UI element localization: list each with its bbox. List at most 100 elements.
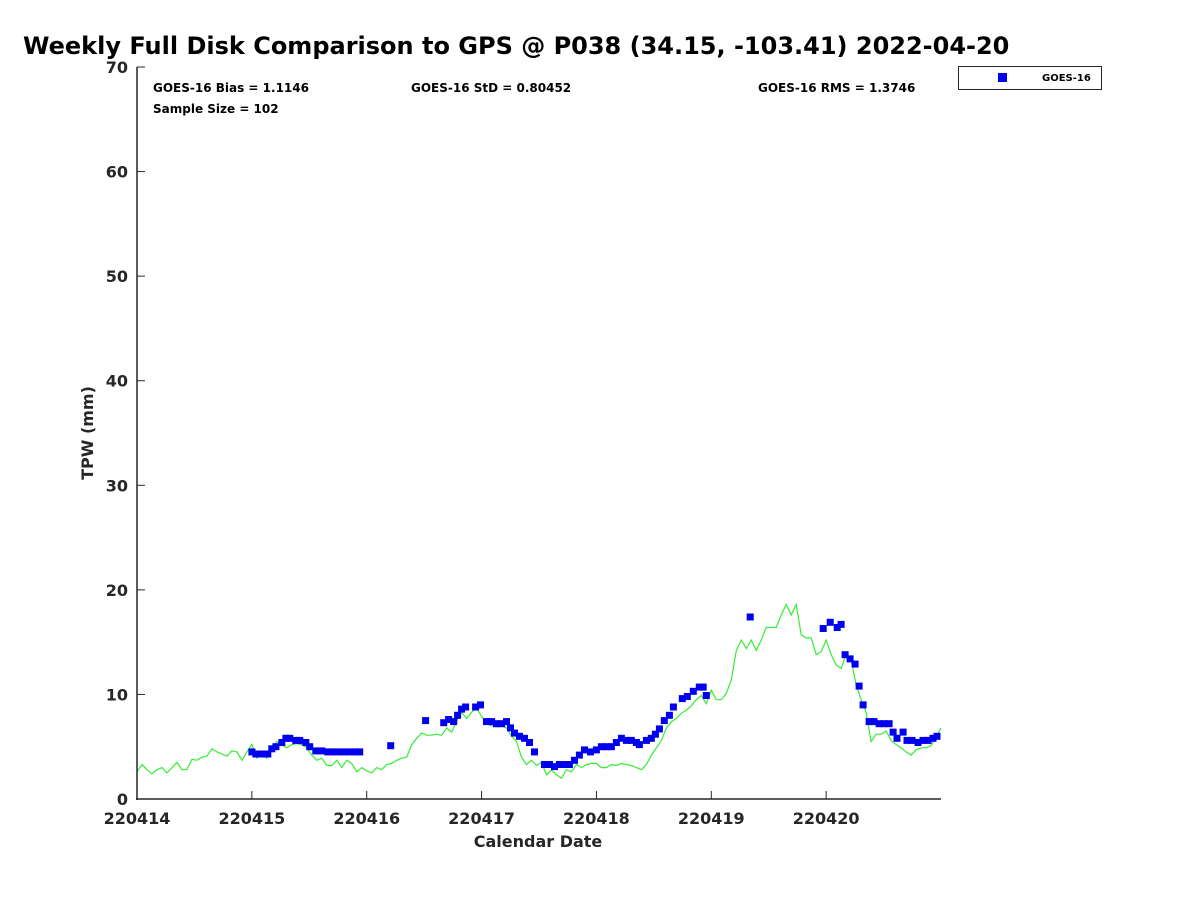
x-axis-label: Calendar Date xyxy=(474,832,603,851)
goes-point xyxy=(855,682,863,690)
goes-point xyxy=(256,750,264,758)
y-tick-label: 10 xyxy=(106,685,128,704)
goes-point xyxy=(296,736,304,744)
stat-sample-size: Sample Size = 102 xyxy=(153,102,279,116)
goes-point xyxy=(328,748,336,756)
x-tick-label: 220416 xyxy=(333,809,400,828)
goes-point xyxy=(458,705,466,713)
y-tick-label: 40 xyxy=(106,372,128,391)
goes-point xyxy=(306,743,314,751)
x-tick-label: 220420 xyxy=(793,809,860,828)
x-tick-label: 220417 xyxy=(448,809,515,828)
goes-point xyxy=(302,739,310,746)
goes-point xyxy=(507,724,514,732)
goes-point xyxy=(669,703,677,711)
y-tick-label: 20 xyxy=(106,581,128,600)
goes-point xyxy=(851,660,859,668)
goes-point xyxy=(387,742,395,750)
goes-point xyxy=(445,716,453,723)
goes-point xyxy=(607,743,615,751)
y-axis-label: TPW (mm) xyxy=(78,386,97,480)
goes-point xyxy=(695,683,703,691)
goes-point xyxy=(292,736,300,744)
goes-point xyxy=(635,741,643,749)
goes-point xyxy=(651,730,659,738)
y-tick-label: 50 xyxy=(106,267,128,286)
goes-point xyxy=(264,750,272,758)
goes-point xyxy=(903,736,911,744)
goes-point xyxy=(324,748,332,756)
goes-point xyxy=(837,620,845,628)
goes-point xyxy=(746,613,754,621)
goes-point xyxy=(334,748,342,756)
x-tick-label: 220414 xyxy=(104,809,171,828)
y-tick-label: 70 xyxy=(106,58,128,77)
goes-point xyxy=(248,748,256,756)
goes-point xyxy=(665,711,673,719)
goes-point xyxy=(929,734,937,742)
legend: GOES-16 xyxy=(958,66,1102,90)
goes-point xyxy=(655,725,663,733)
goes-point xyxy=(488,718,496,726)
goes-point xyxy=(422,717,430,725)
goes-point xyxy=(555,761,563,768)
goes-point xyxy=(647,734,655,742)
goes-point xyxy=(880,720,888,728)
goes-point xyxy=(622,736,630,744)
plot-area xyxy=(137,67,941,799)
goes-point xyxy=(531,748,538,756)
goes-point xyxy=(919,736,927,744)
goes-point xyxy=(841,651,849,659)
goes-point xyxy=(702,692,710,699)
goes-point xyxy=(521,734,528,742)
goes-point xyxy=(454,711,462,719)
goes-point xyxy=(278,739,286,746)
goes-point xyxy=(865,718,873,726)
legend-box xyxy=(958,66,1102,90)
goes-point xyxy=(340,748,348,756)
goes-point xyxy=(846,655,854,663)
goes-point xyxy=(483,718,490,726)
goes-point xyxy=(318,747,326,755)
goes-point xyxy=(477,701,484,709)
goes-point xyxy=(493,720,500,728)
goes-point xyxy=(282,734,290,742)
goes-point xyxy=(260,750,268,758)
goes-point xyxy=(575,751,583,759)
axes xyxy=(136,67,941,800)
goes-point xyxy=(565,761,573,768)
legend-label-goes: GOES-16 xyxy=(1042,73,1091,84)
goes-point xyxy=(885,720,893,728)
goes-point xyxy=(617,734,625,742)
goes-point xyxy=(581,746,588,754)
goes-point xyxy=(498,720,506,728)
stat-rms: GOES-16 RMS = 1.3746 xyxy=(758,81,915,95)
goes-series xyxy=(248,613,941,771)
goes-point xyxy=(526,739,533,746)
goes-point xyxy=(899,728,907,736)
goes-point xyxy=(352,748,360,756)
goes-point xyxy=(908,736,916,744)
goes-point xyxy=(450,718,458,726)
goes-point xyxy=(356,748,364,756)
goes-point xyxy=(689,687,697,695)
y-tick-label: 30 xyxy=(106,476,128,495)
goes-point xyxy=(660,717,668,725)
goes-point xyxy=(516,732,523,740)
goes-point xyxy=(268,745,276,753)
goes-point xyxy=(833,624,841,631)
goes-point xyxy=(546,761,553,768)
goes-point xyxy=(602,743,610,751)
goes-point xyxy=(346,748,354,756)
goes-point xyxy=(933,732,941,740)
goes-point xyxy=(859,701,867,709)
ticks: 0 10 20 30 40 50 60 70 220414 220415 220416 220417 2… xyxy=(104,58,860,828)
y-tick-label: 0 xyxy=(117,790,128,809)
goes-point xyxy=(642,736,650,744)
chart-title: Weekly Full Disk Comparison to GPS @ P03… xyxy=(23,32,1009,60)
goes-point xyxy=(272,743,280,751)
goes-point xyxy=(312,747,320,755)
goes-point xyxy=(472,703,480,711)
goes-point xyxy=(683,693,691,700)
